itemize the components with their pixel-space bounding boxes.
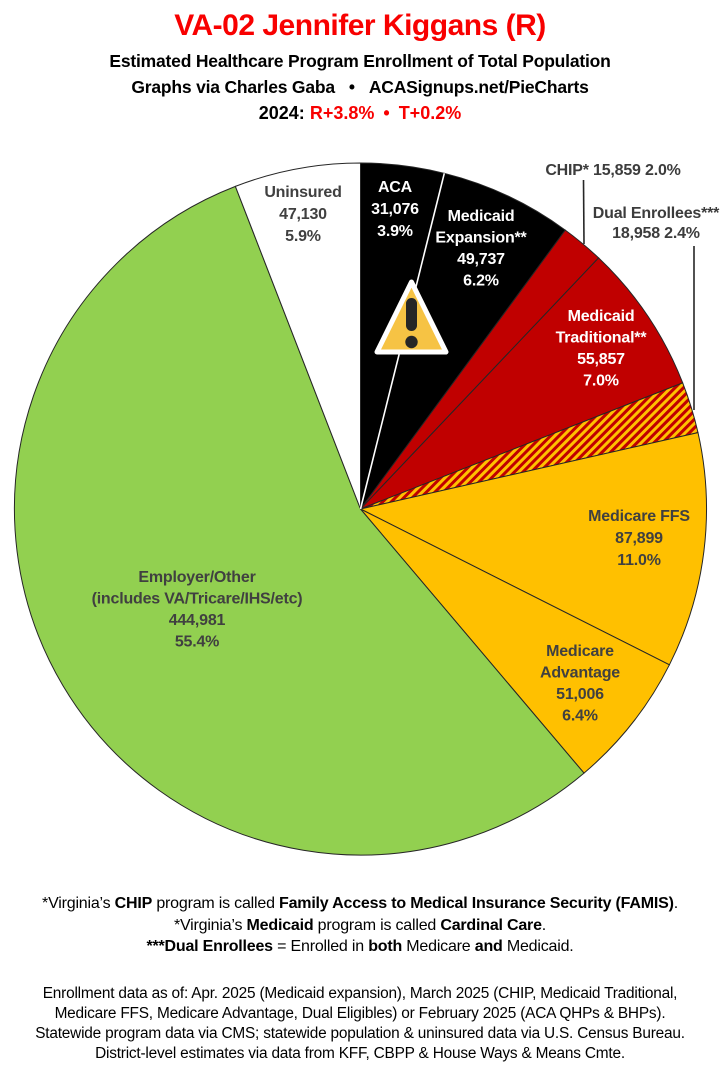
slice-label-chip: CHIP* 15,859 2.0% [545, 162, 680, 179]
credit-author: Graphs via Charles Gaba [131, 77, 335, 97]
credit-bullet: • [348, 77, 355, 97]
datasource-line-2: Medicare FFS, Medicare Advantage, Dual E… [54, 1005, 666, 1022]
footnote-line-3: ***Dual Enrollees = Enrolled in both Med… [146, 938, 574, 955]
slice-label-medicare-advantage: Medicare Advantage 51,006 6.4% [540, 643, 620, 725]
pie-chart: ACA 31,076 3.9% Medicaid Expansion** 49,737 6.… [13, 162, 720, 856]
slice-label-dual-enrollees: Dual Enrollees*** 18,958 2.4% [593, 205, 720, 242]
lean-partisan: R+3.8% [309, 103, 375, 123]
chart-subtitle: Estimated Healthcare Program Enrollment … [109, 51, 611, 71]
footnote-line-2: *Virginia’s Medicaid program is called C… [173, 916, 547, 934]
leader-line-chip [582, 179, 585, 245]
pie-slice-medicare-ffs [359, 432, 708, 666]
lean-trump: T+0.2% [398, 103, 462, 123]
lean-bullet: • [383, 103, 390, 123]
pie-slice-employer-other [13, 185, 585, 856]
pie-chart-svg: ACA 31,076 3.9% Medicaid Expansion** 49,737 6.… [13, 162, 720, 856]
slice-label-employer-other: Employer/Other (includes VA/Tricare/IHS/e… [92, 569, 303, 651]
pie-slice-medicaid-traditional [360, 257, 684, 510]
slice-label-medicaid-expansion: Medicaid Expansion** 49,737 6.2% [435, 208, 527, 290]
data-source-notes: Enrollment data as of: Apr. 2025 (Medica… [0, 984, 720, 1064]
credit-site: ACASignups.net/PieCharts [368, 77, 589, 97]
pie-slice-medicare-advantage [360, 508, 671, 774]
slice-label-aca: ACA 31,076 3.9% [371, 179, 419, 240]
lean-year: 2024: [258, 103, 305, 123]
chart-header: VA-02 Jennifer Kiggans (R) Estimated Hea… [0, 11, 720, 124]
datasource-line-1: Enrollment data as of: Apr. 2025 (Medica… [42, 985, 678, 1002]
pie-slice-uninsured [234, 162, 361, 510]
pie-slice-medicaid-expansion [360, 172, 566, 510]
footnotes: *Virginia’s CHIP program is called Famil… [0, 893, 720, 958]
slice-label-medicare-ffs: Medicare FFS 87,899 11.0% [588, 508, 690, 569]
slice-label-uninsured: Uninsured 47,130 5.9% [264, 184, 341, 245]
datasource-line-3: Statewide program data via CMS; statewid… [35, 1025, 685, 1042]
datasource-line-4: District-level estimates via data from K… [95, 1045, 625, 1062]
district-lean-line: 2024: R+3.8% • T+0.2% [0, 102, 720, 124]
chart-credit-line: Graphs via Charles Gaba • ACASignups.net/P… [0, 76, 720, 98]
warning-icon [374, 279, 449, 355]
chart-title: VA-02 Jennifer Kiggans (R) [174, 9, 546, 42]
slice-label-medicaid-traditional: Medicaid Traditional** 55,857 7.0% [556, 308, 648, 390]
footnote-line-1: *Virginia’s CHIP program is called Famil… [42, 895, 678, 912]
